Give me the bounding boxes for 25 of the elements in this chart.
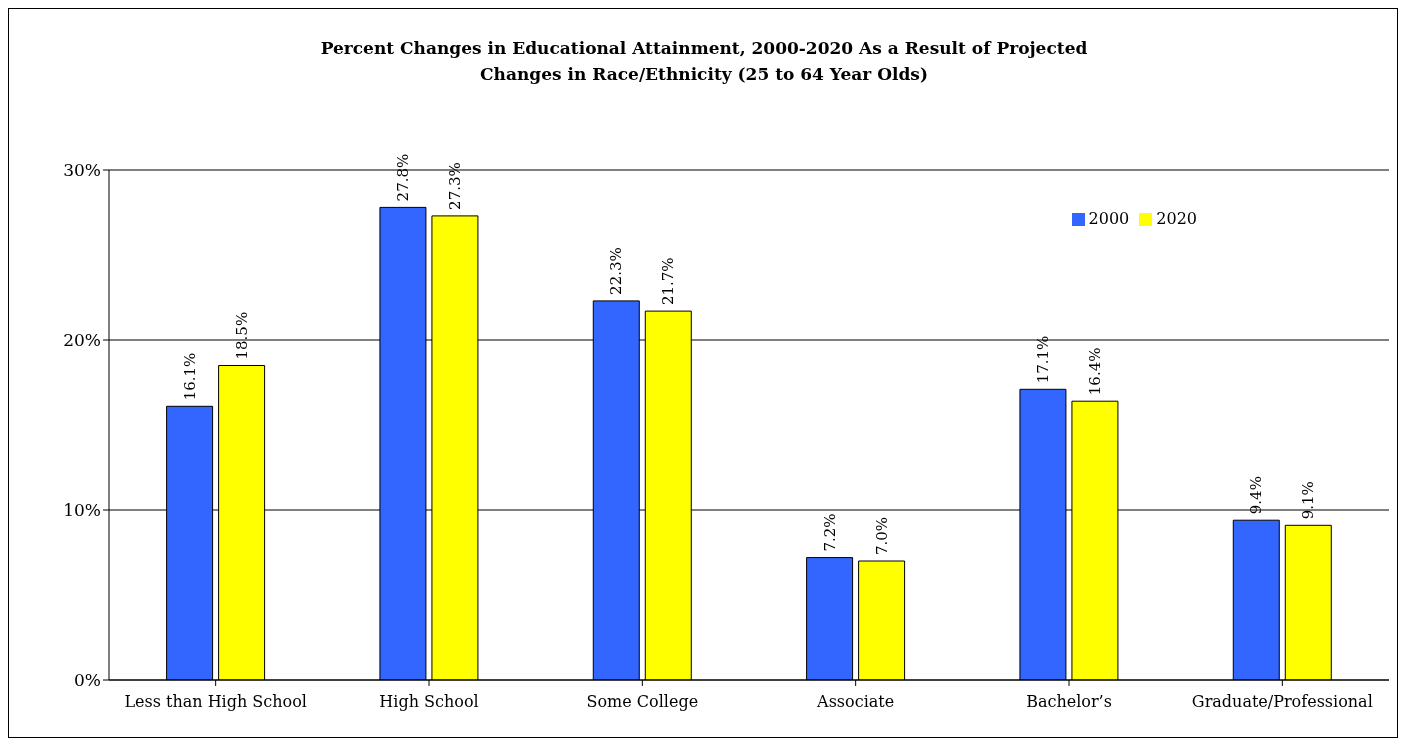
chart-title: Percent Changes in Educational Attainment, 2000-2020 As a Result of Projected Changes in Race/Ethnicity (25 to 64 Year Olds) xyxy=(319,37,1089,86)
data-label: 7.2% xyxy=(820,513,839,552)
data-label: 27.3% xyxy=(445,162,464,210)
x-tick-label: High School xyxy=(379,692,479,712)
data-label: 18.5% xyxy=(232,311,251,360)
data-label: 16.4% xyxy=(1085,347,1104,396)
x-tick-label: Bachelor’s xyxy=(1026,692,1112,712)
x-tick-label: Some College xyxy=(586,692,699,712)
data-label: 27.8% xyxy=(393,153,412,202)
x-tick-label: Associate xyxy=(816,692,895,712)
x-tick-label: Graduate/Professional xyxy=(1191,692,1373,712)
legend-label: 2000 xyxy=(1088,209,1130,228)
data-label: 21.7% xyxy=(659,257,678,306)
legend-label: 2020 xyxy=(1156,209,1197,228)
y-tick-label: 20% xyxy=(63,330,101,351)
data-label: 16.1% xyxy=(180,352,199,401)
data-label: 7.0% xyxy=(872,516,891,555)
x-tick-label: Less than High School xyxy=(124,692,307,712)
y-tick-label: 0% xyxy=(74,670,101,691)
data-label: 9.4% xyxy=(1247,476,1266,515)
data-label: 9.1% xyxy=(1299,481,1318,520)
data-label: 22.3% xyxy=(607,247,626,295)
y-tick-label: 30% xyxy=(63,160,101,181)
y-tick-label: 10% xyxy=(63,500,101,521)
data-label: 17.1% xyxy=(1033,335,1052,384)
